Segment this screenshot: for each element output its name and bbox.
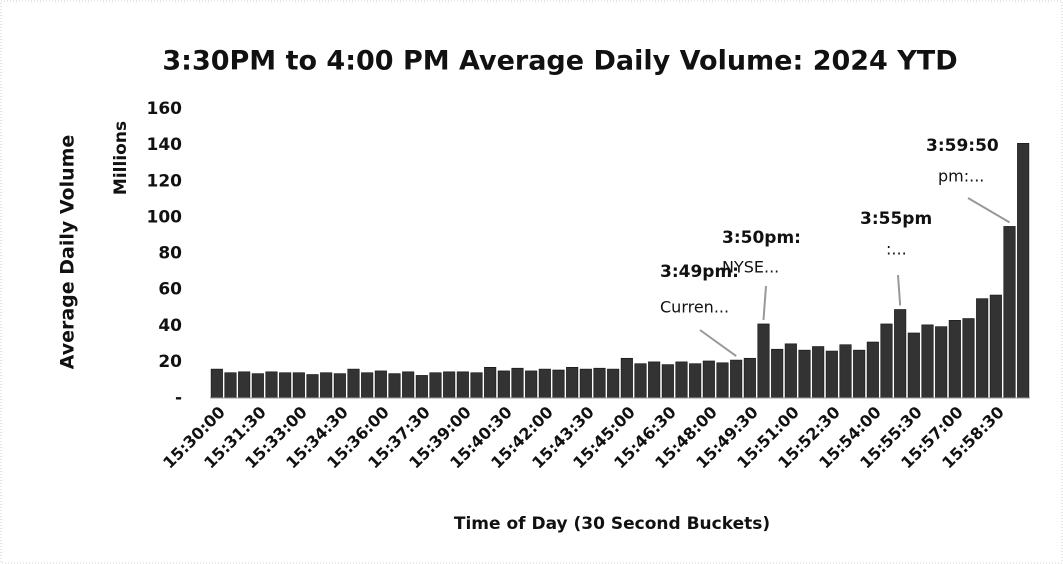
bar	[921, 324, 934, 399]
y-tick-label: -	[175, 388, 182, 408]
bar	[429, 372, 442, 399]
bar	[402, 371, 415, 399]
bar	[757, 323, 770, 399]
bar	[812, 346, 825, 399]
bar	[689, 363, 702, 399]
bar	[702, 360, 715, 399]
bar	[415, 375, 428, 399]
bar	[456, 371, 469, 399]
bar	[566, 366, 579, 399]
bar	[224, 372, 237, 399]
bar	[265, 371, 278, 399]
bar	[989, 294, 1002, 399]
bar	[238, 371, 251, 399]
bar	[866, 341, 879, 399]
bar	[648, 361, 661, 399]
bar	[607, 368, 620, 399]
bar	[907, 332, 920, 399]
bar	[210, 368, 223, 399]
y-tick-label: 160	[147, 99, 183, 119]
annotation-label: 3:55pm	[860, 209, 932, 229]
bar	[525, 370, 538, 399]
bar	[880, 323, 893, 399]
y-tick-label: 80	[158, 244, 182, 264]
bar	[853, 349, 866, 399]
bar	[1017, 143, 1030, 399]
y-tick-label: 40	[158, 316, 182, 336]
chart-title: 3:30PM to 4:00 PM Average Daily Volume: …	[162, 46, 957, 77]
bar	[839, 344, 852, 399]
annotation-leader	[762, 285, 767, 321]
bar	[470, 372, 483, 399]
bar	[948, 320, 961, 399]
bar	[962, 318, 975, 399]
bar	[675, 361, 688, 399]
bar	[716, 362, 729, 399]
bar	[511, 367, 524, 399]
bar	[771, 348, 784, 399]
y-tick-label: 100	[147, 207, 183, 227]
bar	[634, 363, 647, 399]
y-tick-label: 140	[147, 135, 183, 155]
bar	[484, 366, 497, 399]
bar	[347, 368, 360, 399]
y-tick-label: 20	[158, 352, 182, 372]
bar	[320, 372, 333, 399]
annotation-leader	[897, 274, 902, 306]
bar	[306, 374, 319, 399]
bar	[292, 372, 305, 399]
bar	[784, 343, 797, 399]
bar	[825, 350, 838, 399]
y-unit-label: Millions	[111, 121, 131, 195]
bar	[661, 364, 674, 399]
bar	[333, 373, 346, 399]
bar	[620, 357, 633, 399]
annotation-label: 3:59:50	[926, 136, 999, 156]
bar	[497, 370, 510, 399]
annotation-text: NYSE...	[722, 258, 779, 277]
bar	[251, 373, 264, 399]
annotation-label: 3:50pm:	[722, 228, 801, 248]
bar	[374, 370, 387, 399]
bar	[388, 373, 401, 399]
bar	[593, 367, 606, 399]
annotation-text: Curren...	[660, 298, 729, 317]
bar	[798, 349, 811, 399]
annotation-label: 3:49pm:	[660, 262, 739, 282]
annotation-text: :...	[886, 240, 907, 259]
bar	[976, 298, 989, 399]
bar	[538, 368, 551, 399]
bar	[579, 368, 592, 399]
y-tick-label: 120	[147, 171, 183, 191]
annotation-leader	[699, 329, 737, 357]
annotation-leader	[967, 197, 1011, 224]
bar	[552, 369, 565, 399]
y-tick-label: 60	[158, 280, 182, 300]
bar	[730, 359, 743, 399]
annotation-text: pm:...	[938, 167, 984, 186]
bar	[743, 357, 756, 399]
bar	[935, 326, 948, 399]
bar	[279, 372, 292, 399]
bar	[1003, 226, 1016, 399]
y-axis-title: Average Daily Volume	[57, 135, 79, 370]
bar	[894, 309, 907, 399]
x-axis-title: Time of Day (30 Second Buckets)	[454, 514, 770, 534]
bar	[443, 371, 456, 399]
bar	[361, 372, 374, 399]
